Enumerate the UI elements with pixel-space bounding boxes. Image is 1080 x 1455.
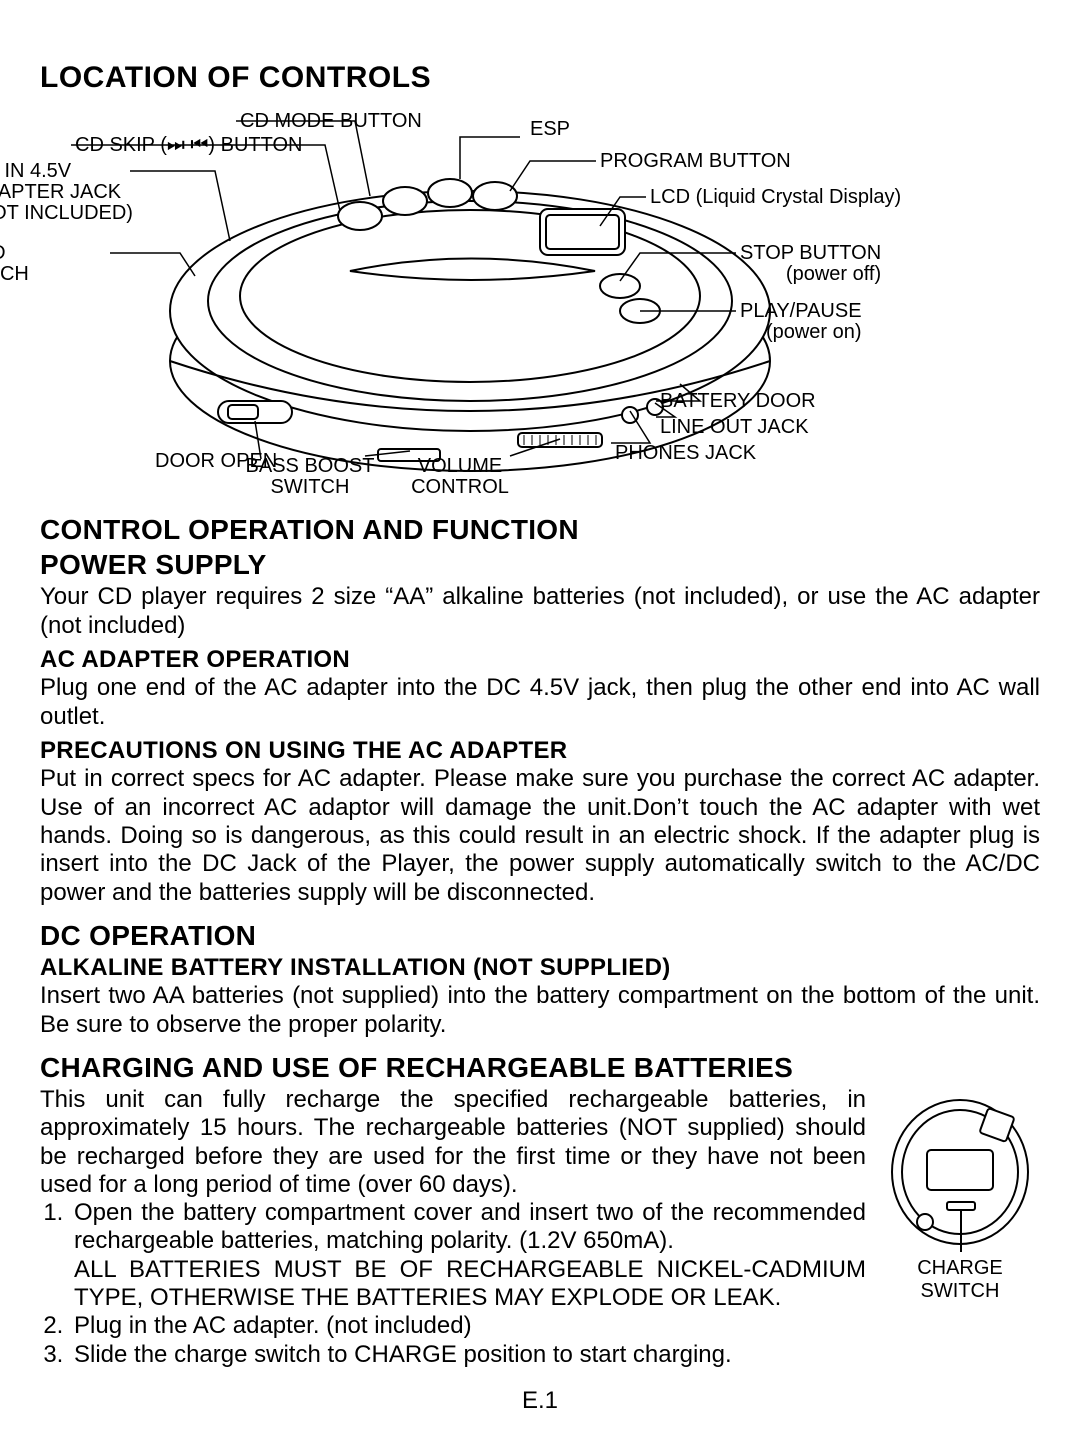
heading-precautions: PRECAUTIONS ON USING THE AC ADAPTER <box>40 737 1040 765</box>
heading-ac-adapter: AC ADAPTER OPERATION <box>40 646 1040 674</box>
power-supply-text: Your CD player requires 2 size “AA” alka… <box>40 583 1040 640</box>
alkaline-text: Insert two AA batteries (not supplied) i… <box>40 982 1040 1039</box>
charging-step-1a: Open the battery compartment cover and i… <box>74 1199 866 1254</box>
diagram-label-volume: VOLUMECONTROL <box>390 456 530 498</box>
charging-step-3: Slide the charge switch to CHARGE positi… <box>70 1341 1040 1369</box>
charge-switch-figure: CHARGE SWITCH <box>880 1092 1040 1304</box>
heading-power-supply: POWER SUPPLY <box>40 548 1040 581</box>
diagram-label-program: PROGRAM BUTTON <box>600 151 791 172</box>
page-number: E.1 <box>40 1387 1040 1415</box>
diagram-label-cd-skip: CD SKIP (⏭ ⏮) BUTTON <box>75 135 303 156</box>
charging-step-1b: ALL BATTERIES MUST BE OF RECHARGEABLE NI… <box>74 1256 866 1311</box>
diagram-label-line-out: LINE OUT JACK <box>660 417 809 438</box>
diagram-label-dc-in: DC IN 4.5VADAPTER JACK(NOT INCLUDED) <box>0 161 130 224</box>
charge-switch-label: CHARGE SWITCH <box>880 1257 1040 1304</box>
precautions-text: Put in correct specs for AC adapter. Ple… <box>40 765 1040 907</box>
diagram-label-stop: STOP BUTTON(power off) <box>740 243 881 285</box>
heading-location-of-controls: LOCATION OF CONTROLS <box>40 60 1040 95</box>
charging-step-2: Plug in the AC adapter. (not included) <box>70 1312 1040 1340</box>
heading-control-operation: CONTROL OPERATION AND FUNCTION <box>40 513 1040 546</box>
diagram-label-hold: HOLDSWITCH <box>0 243 110 285</box>
heading-charging: CHARGING AND USE OF RECHARGEABLE BATTERI… <box>40 1051 1040 1084</box>
diagram-label-esp: ESP <box>530 119 570 140</box>
diagram-label-play: PLAY/PAUSE(power on) <box>740 301 862 343</box>
ac-adapter-text: Plug one end of the AC adapter into the … <box>40 674 1040 731</box>
diagram-label-cd-mode: CD MODE BUTTON <box>240 111 422 132</box>
heading-dc-operation: DC OPERATION <box>40 919 1040 952</box>
diagram-label-phones: PHONES JACK <box>615 443 756 464</box>
diagram-label-lcd: LCD (Liquid Crystal Display) <box>650 187 901 208</box>
diagram-label-battery-door: BATTERY DOOR <box>660 391 816 412</box>
controls-diagram: CD MODE BUTTON ESP CD SKIP (⏭ ⏮) BUTTON PRO… <box>40 101 1040 501</box>
diagram-label-bass: BASS BOOSTSWITCH <box>240 456 380 498</box>
heading-alkaline: ALKALINE BATTERY INSTALLATION (NOT SUPPL… <box>40 954 1040 982</box>
